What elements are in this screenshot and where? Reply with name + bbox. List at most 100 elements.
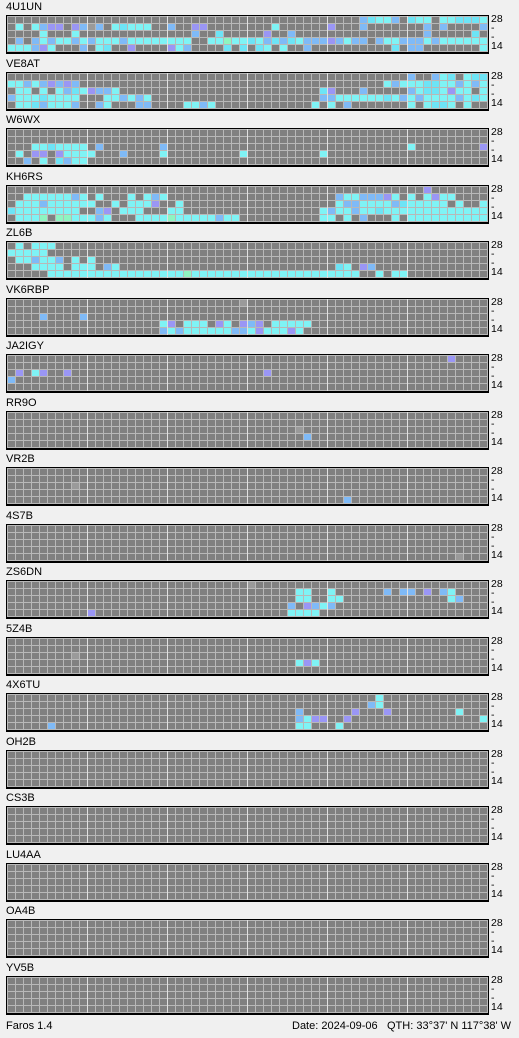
grid-cell — [40, 526, 47, 532]
grid-cell — [384, 610, 391, 616]
grid-cell — [472, 702, 479, 708]
grid-cell — [424, 610, 431, 616]
grid-cell — [448, 723, 455, 729]
grid-cell — [392, 384, 399, 390]
grid-cell — [456, 766, 463, 772]
grid-cell — [240, 81, 247, 87]
grid-cell — [424, 815, 431, 821]
grid-cell — [168, 31, 175, 37]
band-scale-bottom: 14 — [491, 40, 503, 52]
grid-cell — [248, 271, 255, 277]
grid-cell — [448, 476, 455, 482]
grid-cell — [416, 752, 423, 758]
grid-cell — [360, 660, 367, 666]
grid-cell — [288, 526, 295, 532]
grid-cell — [408, 201, 415, 207]
band-scale-tick: - — [491, 766, 495, 778]
grid-cell — [16, 639, 23, 645]
grid-cell — [440, 307, 447, 313]
grid-cell — [472, 38, 479, 44]
grid-cell — [248, 434, 255, 440]
grid-cell — [472, 307, 479, 313]
grid-cell — [296, 646, 303, 652]
grid-cell — [360, 434, 367, 440]
grid-cell — [64, 321, 71, 327]
grid-cell — [112, 815, 119, 821]
grid-cell — [456, 257, 463, 263]
grid-cell — [352, 639, 359, 645]
grid-cell — [128, 356, 135, 362]
grid-cell — [368, 151, 375, 157]
grid-cell — [424, 24, 431, 30]
grid-cell — [168, 554, 175, 560]
grid-cell — [400, 328, 407, 334]
grid-cell — [408, 879, 415, 885]
grid-cell — [304, 144, 311, 150]
grid-separator — [247, 581, 248, 617]
grid-cell — [424, 137, 431, 143]
grid-cell — [376, 307, 383, 313]
grid-cell — [368, 822, 375, 828]
grid-cell — [8, 780, 15, 786]
grid-cell — [128, 215, 135, 221]
grid-cell — [336, 81, 343, 87]
grid-cell — [272, 137, 279, 143]
grid-cell — [416, 370, 423, 376]
grid-cell — [240, 822, 247, 828]
grid-cell — [120, 88, 127, 94]
grid-cell — [368, 187, 375, 193]
grid-cell — [392, 865, 399, 871]
grid-cell — [48, 780, 55, 786]
grid-cell — [240, 314, 247, 320]
grid-cell — [248, 130, 255, 136]
grid-cell — [464, 17, 471, 23]
grid-cell — [216, 547, 223, 553]
grid-cell — [376, 829, 383, 835]
grid-cell — [344, 88, 351, 94]
grid-cell — [144, 483, 151, 489]
grid-cell — [264, 88, 271, 94]
grid-cell — [424, 95, 431, 101]
grid-cell — [48, 723, 55, 729]
grid-cell — [320, 151, 327, 157]
grid-cell — [392, 603, 399, 609]
grid-cell — [16, 201, 23, 207]
grid-cell — [32, 201, 39, 207]
grid-cell — [320, 469, 327, 475]
grid-cell — [136, 540, 143, 546]
grid-cell — [24, 893, 31, 899]
grid-cell — [56, 194, 63, 200]
grid-cell — [144, 31, 151, 37]
grid-cell — [176, 441, 183, 447]
grid-cell — [248, 872, 255, 878]
grid-cell — [432, 314, 439, 320]
station-callsign: ZL6B — [6, 227, 33, 239]
grid-cell — [432, 547, 439, 553]
grid-cell — [400, 384, 407, 390]
grid-cell — [120, 321, 127, 327]
grid-cell — [296, 321, 303, 327]
grid-cell — [272, 427, 279, 433]
grid-cell — [72, 667, 79, 673]
grid-cell — [112, 264, 119, 270]
grid-cell — [216, 441, 223, 447]
grid-cell — [128, 723, 135, 729]
grid-cell — [200, 130, 207, 136]
grid-cell — [168, 526, 175, 532]
grid-cell — [8, 257, 15, 263]
grid-cell — [448, 822, 455, 828]
grid-cell — [216, 88, 223, 94]
grid-cell — [288, 886, 295, 892]
grid-cell — [160, 370, 167, 376]
grid-cell — [432, 17, 439, 23]
grid-cell — [264, 95, 271, 101]
grid-cell — [248, 363, 255, 369]
grid-cell — [352, 582, 359, 588]
propagation-grid-canvas — [7, 864, 488, 900]
grid-cell — [224, 533, 231, 539]
grid-cell — [312, 780, 319, 786]
grid-cell — [120, 660, 127, 666]
grid-cell — [16, 653, 23, 659]
band-scale-tick: - — [491, 88, 495, 100]
grid-cell — [184, 441, 191, 447]
